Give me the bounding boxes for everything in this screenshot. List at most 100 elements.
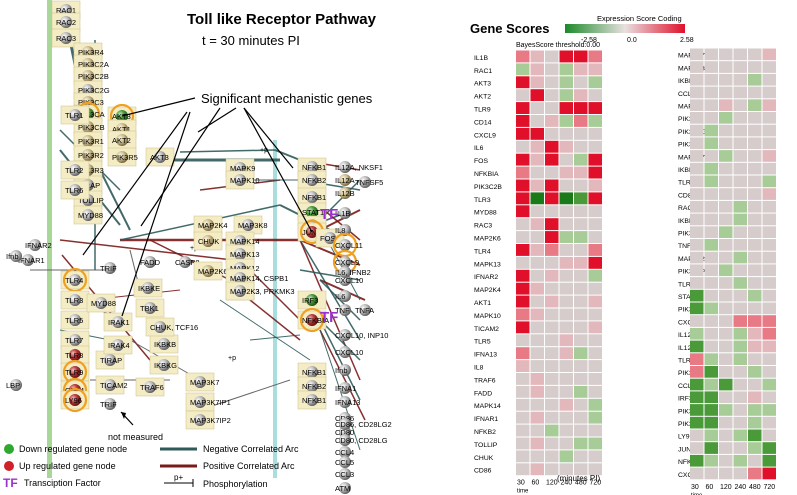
gene-label-left-fos: FOS [474,158,488,165]
node-myd88[interactable]: MYD88 [86,293,116,313]
node-tlr7[interactable]: TLR7 [60,330,90,350]
node-label: MYD88 [91,299,116,308]
heat-cell-left-cxcl9-t60 [530,127,544,140]
node-map3k7[interactable]: MAP3K7 [185,372,220,392]
node-irak4[interactable]: IRAK4 [103,335,133,355]
node-nfkb1[interactable]: NFKB1 [297,390,327,410]
node-map2k6[interactable]: MAP2K6 [193,261,228,281]
node-trif[interactable]: TRIF [100,398,117,410]
node-pik3c2b[interactable]: PIK3C2B [73,66,109,86]
node-ccl3[interactable]: CCL3 [335,468,354,480]
node-tlr8[interactable]: TLR8 [60,345,90,365]
node-ikbkg[interactable]: IKBKG [149,355,179,375]
node-il12a[interactable]: IL12A [335,174,355,186]
node-pik3r5[interactable]: PIK3R5 [107,147,138,167]
node-fos[interactable]: FOS [315,228,345,248]
node-cxcl10[interactable]: CXCL10 [335,346,363,358]
node-il8[interactable]: IL8 [335,224,351,236]
node-tlr4[interactable]: TLR4 [60,267,90,293]
node-map3k7ip2[interactable]: MAP3K7IP2 [185,410,231,430]
node-tlr3[interactable]: TLR3 [60,290,90,310]
heat-cell-left-cd14-t480 [574,115,588,127]
node-label: IFNAR1 [18,256,45,265]
node-myd88[interactable]: MYD88 [73,205,103,225]
node-irak1[interactable]: IRAK1 [103,312,133,332]
heat-cell-left-akt1-t480 [574,295,588,308]
node-fadd[interactable]: FADD [140,256,161,268]
node-trif[interactable]: TRIF [100,262,117,274]
node-tlr9[interactable]: TLR9 [60,359,90,385]
heat-cell-right-pik3r2-t120 [719,226,733,238]
node-map3k7ip1[interactable]: MAP3K7IP1 [185,392,231,412]
node-cd86-cd28lg2[interactable]: CD86, CD28LG2 [335,418,392,430]
node-akt2[interactable]: AKT2 [107,130,137,150]
node-label: LBP [6,381,20,390]
node-traf6[interactable]: TRAF6 [135,377,165,397]
node-tnfsf5[interactable]: TNFSF5 [355,176,383,188]
heat-cell-right-mapk12-t240 [733,251,747,264]
node-mapk10[interactable]: MAPK10 [225,170,260,190]
node-ikbkb[interactable]: IKBKB [149,334,179,354]
node-il12a-nksf1[interactable]: IL12A, NKSF1 [335,161,383,173]
node-ikbke[interactable]: IKBKE [133,278,163,298]
node-map2k3-prkmk3[interactable]: MAP2K3, PRKMK3 [225,281,295,301]
node-tlr2[interactable]: TLR2 [60,160,90,180]
heat-cell-left-ifnar1-t30 [516,411,530,424]
heat-cell-left-ifna13-t120 [545,347,559,360]
node-tbk1[interactable]: TBK1 [135,298,165,318]
node-ifnar2[interactable]: IFNAR2 [25,239,52,251]
node-pik3r2[interactable]: PIK3R2 [73,145,104,165]
heat-cell-right-pik3r2-t240 [733,226,747,238]
legend-down-icon [4,444,14,454]
node-ifnar1[interactable]: IFNAR1 [18,254,45,266]
node-atm[interactable]: ATM [335,482,351,494]
node-nfkb1[interactable]: NFKB1 [297,187,327,207]
heat-cell-right-il12b-t240 [733,327,747,340]
node-tlr5[interactable]: TLR5 [60,310,90,330]
node-irf3[interactable]: IRF3 [297,290,327,310]
node-ifna13[interactable]: IFNA13 [335,396,360,408]
node-map3k8[interactable]: MAP3K8 [233,215,268,235]
node-nfkb2[interactable]: NFKB2 [297,376,327,396]
heat-cell-right-pik3r2-t60 [704,226,718,238]
node-chuk[interactable]: CHUK [193,231,223,251]
node-il12b[interactable]: IL12B [335,187,355,199]
heat-cell-left-il8-t60 [530,360,544,372]
node-tirap[interactable]: TIRAP [95,350,125,370]
node-ifnb[interactable]: Ifnb [6,250,22,262]
node-mapk13[interactable]: MAPK13 [225,244,260,264]
node-rac3[interactable]: RAC3 [51,28,81,48]
node-label: TNFA [355,306,374,315]
heat-cell-left-akt2-t720 [588,89,602,102]
node-nfkb2[interactable]: NFKB2 [297,170,327,190]
heat-cell-right-ccl3-t720 [762,86,776,99]
node-casp8[interactable]: CASP8 [175,256,200,268]
node-ticam2[interactable]: TICAM2 [95,375,128,395]
node-label: IFNA1 [335,384,356,393]
node-tlr1[interactable]: TLR1 [60,105,90,125]
heat-cell-right-ikbke-t240 [733,73,747,86]
node-il1b[interactable]: IL1B [335,207,351,219]
heat-cell-right-pik3r2-t720 [762,226,776,238]
node-il6-ifnb2[interactable]: IL6, IFNB2 [335,266,371,278]
node-ifna1[interactable]: IFNA1 [335,382,356,394]
node-tnf[interactable]: TNF [335,304,351,316]
node-ccl4[interactable]: CCL4 [335,446,354,458]
node-il6[interactable]: IL6 [335,290,351,302]
annotation-arrows [82,97,313,426]
edge-19 [319,279,366,301]
node-map2k4[interactable]: MAP2K4 [193,215,228,235]
node-nfkbia[interactable]: NFKBIA [297,307,329,333]
node-ccl5[interactable]: CCL5 [335,456,354,468]
node-ly96[interactable]: LY96 [60,387,90,413]
node-tnfa[interactable]: TNFA [355,304,374,316]
node-nfkb1[interactable]: NFKB1 [297,362,327,382]
node-cd80-cd28lg[interactable]: CD80, CD28LG [335,434,388,446]
node-tlr6[interactable]: TLR6 [60,180,90,200]
node-rac2[interactable]: RAC2 [51,12,81,32]
node-lbp[interactable]: LBP [6,379,22,391]
node-ifnb[interactable]: Ifnb [335,364,351,376]
node-chuk-tcf16[interactable]: CHUK, TCF16 [145,317,198,337]
node-cxcl10-inp10[interactable]: CXCL10, INP10 [335,329,388,341]
